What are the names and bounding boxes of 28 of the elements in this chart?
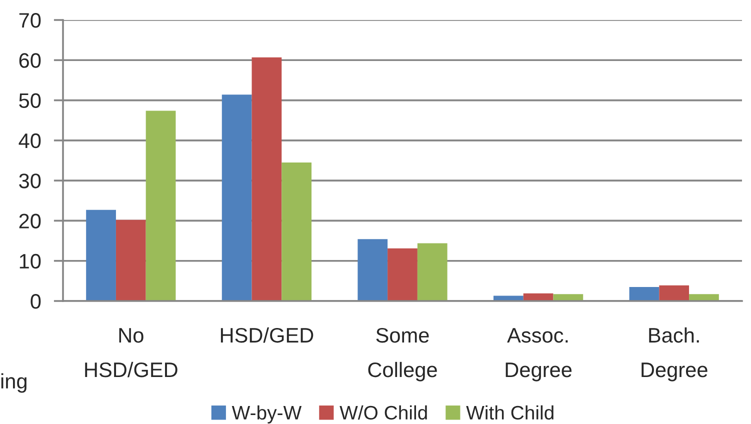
- y-tick-label: 60: [19, 53, 41, 68]
- bar: [282, 162, 312, 301]
- bar: [222, 94, 252, 301]
- bar: [86, 210, 116, 301]
- x-tick-label: Some College: [368, 328, 437, 382]
- y-tick-label: 10: [20, 254, 41, 269]
- y-tick-label: 70: [19, 13, 41, 28]
- bar: [252, 57, 282, 301]
- y-tick-label: 50: [19, 93, 41, 108]
- bar: [659, 285, 690, 301]
- text: ing: [1, 373, 26, 393]
- x-tick-label: Assoc. Degree: [506, 328, 572, 382]
- x-tick-label: Bach. Degree: [642, 327, 708, 382]
- y-tick-label: 40: [18, 133, 41, 148]
- y-tick-label: 20: [19, 214, 41, 228]
- bar: [146, 110, 176, 301]
- y-tick-label: 30: [19, 174, 41, 188]
- legend-label: W/O Child: [340, 405, 427, 420]
- bar: [116, 220, 146, 301]
- bar: [417, 243, 448, 301]
- x-tick-label: No HSD/GED: [85, 328, 178, 378]
- y-tick-label: 0: [30, 294, 41, 309]
- legend-label: W-by-W: [232, 405, 302, 424]
- x-tick-label: HSD/GED: [220, 327, 314, 343]
- bar: [358, 239, 388, 301]
- bar: [388, 248, 418, 301]
- bar: [629, 286, 660, 301]
- legend-label: With Child: [466, 405, 554, 420]
